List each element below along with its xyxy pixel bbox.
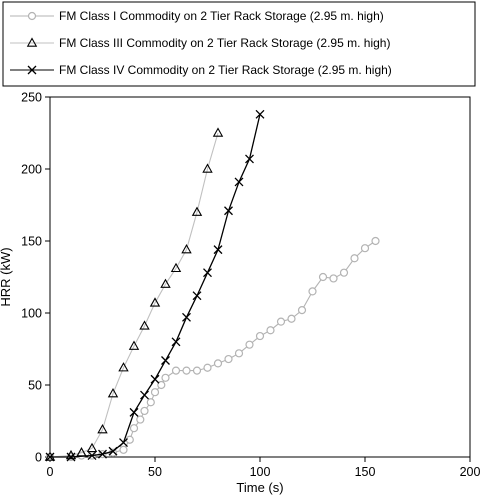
data-point [150, 374, 160, 384]
y-axis-title: HRR (kW) [0, 247, 13, 306]
data-point [350, 254, 359, 263]
data-point [125, 435, 134, 444]
legend-label: FM Class IV Commodity on 2 Tier Rack Sto… [59, 63, 392, 77]
data-point [66, 452, 76, 462]
data-point [44, 451, 56, 461]
data-point [108, 448, 118, 457]
y-tick-label: 150 [21, 235, 42, 249]
data-point [234, 177, 244, 187]
x-tick-label: 0 [47, 465, 54, 479]
data-point [297, 306, 307, 315]
data-point [287, 314, 296, 323]
data-point [182, 312, 191, 322]
data-point [245, 154, 254, 164]
data-point [87, 451, 97, 461]
series-1 [45, 236, 380, 462]
data-point [136, 415, 145, 424]
data-point [308, 287, 317, 296]
legend-label: FM Class I Commodity on 2 Tier Rack Stor… [59, 9, 384, 23]
data-point [171, 337, 181, 347]
data-point [108, 446, 118, 456]
data-point [171, 366, 181, 375]
data-point [140, 406, 149, 416]
x-tick-label: 50 [148, 465, 162, 479]
data-point [181, 244, 192, 254]
y-tick-label: 0 [35, 451, 42, 465]
data-point [360, 244, 370, 253]
data-point [245, 340, 254, 349]
data-point [129, 424, 139, 433]
data-point [118, 362, 129, 372]
legend-marker [27, 11, 37, 21]
data-point [318, 272, 328, 282]
x-tick-label: 200 [460, 465, 481, 479]
data-point [371, 236, 380, 246]
x-tick-label: 100 [250, 465, 271, 479]
legend-label: FM Class III Commodity on 2 Tier Rack St… [59, 36, 390, 50]
y-axis: 0 50 100 150 200 250 [21, 91, 50, 465]
data-point [170, 262, 182, 273]
data-point [146, 398, 155, 407]
x-tick-label: 150 [355, 465, 376, 479]
series-layer [44, 109, 380, 462]
y-tick-label: 50 [28, 379, 42, 393]
data-point [150, 388, 160, 397]
data-point [97, 424, 108, 434]
y-tick-label: 250 [21, 91, 42, 105]
data-point [119, 438, 128, 448]
legend-item-2: FM Class III Commodity on 2 Tier Rack St… [10, 36, 390, 50]
data-point [224, 206, 233, 216]
series-line [50, 114, 261, 458]
data-point [140, 390, 149, 400]
data-point [157, 380, 166, 390]
data-point [160, 278, 171, 288]
data-point [213, 245, 223, 255]
legend: FM Class I Commodity on 2 Tier Rack Stor… [2, 1, 476, 87]
data-point [329, 274, 338, 283]
data-point [192, 366, 202, 375]
y-tick-label: 100 [21, 307, 42, 321]
data-point [213, 359, 223, 368]
series-line [50, 240, 376, 458]
data-point [234, 349, 244, 358]
data-point [192, 291, 202, 301]
data-point [86, 442, 98, 453]
data-point [129, 407, 139, 417]
plot-area [49, 96, 471, 458]
data-point [45, 452, 55, 462]
data-point [128, 340, 140, 350]
y-tick-label: 200 [21, 163, 42, 177]
legend-item-1: FM Class I Commodity on 2 Tier Rack Stor… [10, 9, 384, 23]
data-point [203, 363, 212, 372]
series-line [49, 132, 219, 458]
data-point [161, 373, 170, 382]
data-point [139, 320, 150, 330]
data-point [224, 354, 233, 364]
data-point [182, 366, 191, 375]
data-point [255, 109, 265, 119]
series-2 [44, 127, 224, 461]
data-point [203, 268, 212, 278]
data-point [255, 331, 265, 341]
data-point [266, 326, 275, 335]
data-point [339, 268, 349, 277]
data-point [98, 449, 107, 459]
data-point [212, 127, 224, 137]
data-point [107, 388, 119, 398]
data-point [202, 163, 213, 173]
data-point [119, 445, 128, 454]
data-point [276, 317, 286, 326]
x-axis: 0 50 100 150 200 [47, 457, 481, 479]
data-point [161, 356, 170, 365]
data-point [149, 297, 161, 307]
legend-item-3: FM Class IV Commodity on 2 Tier Rack Sto… [10, 63, 392, 77]
legend-box [2, 1, 476, 87]
legend-marker [27, 65, 37, 75]
x-axis-title: Time (s) [236, 480, 283, 495]
data-point [191, 206, 203, 216]
legend-marker [26, 37, 38, 47]
series-3 [45, 109, 265, 462]
